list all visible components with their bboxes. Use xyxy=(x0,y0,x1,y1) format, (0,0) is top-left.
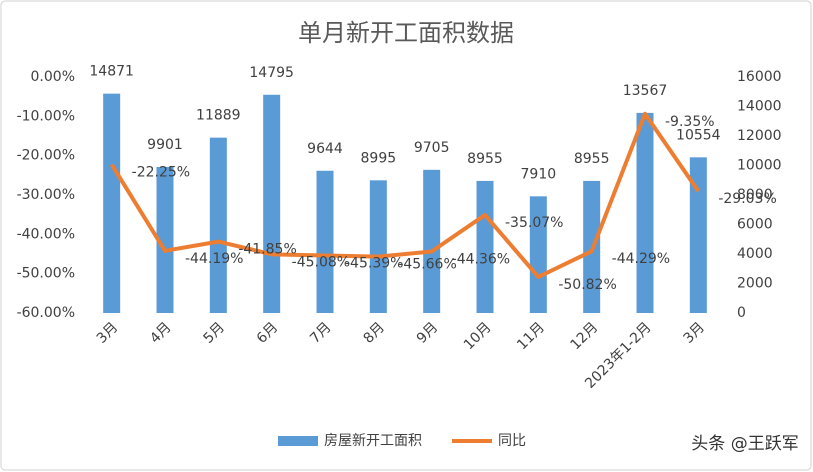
y-tick-label: 0.00% xyxy=(31,69,75,85)
y-tick-label: -10.00% xyxy=(17,108,75,124)
bar-value-label: 9705 xyxy=(414,140,450,156)
line-value-label: -22.25% xyxy=(132,165,190,181)
bar-value-label: 7910 xyxy=(521,166,557,182)
bar-value-label: 8955 xyxy=(574,151,610,167)
line xyxy=(109,111,700,279)
bar-value-label: 10554 xyxy=(676,127,721,143)
bar-value-label: 9901 xyxy=(147,137,183,153)
y2-tick-label: 14000 xyxy=(737,99,782,115)
bar xyxy=(263,94,281,314)
y2-tick-label: 12000 xyxy=(737,128,782,144)
y-tick-label: -40.00% xyxy=(17,226,75,242)
bar-value-label: 14871 xyxy=(89,64,134,80)
bar xyxy=(529,196,547,313)
y-tick-label: -50.00% xyxy=(17,266,75,282)
line-value-label: -29.03% xyxy=(718,191,776,207)
y2-tick-label: 8000 xyxy=(737,187,773,203)
line-value-label: -44.19% xyxy=(185,251,243,267)
bar xyxy=(689,157,707,313)
line-value-label: -45.39% xyxy=(345,256,403,272)
chart-title: 单月新开工面积数据 xyxy=(298,19,514,47)
y-tick-label: -20.00% xyxy=(17,148,75,164)
bar-value-label: 13567 xyxy=(623,83,668,99)
line-value-label: -45.08% xyxy=(292,254,350,270)
bar xyxy=(423,169,441,313)
y-tick-label: -60.00% xyxy=(17,305,75,321)
y2-tick-label: 0 xyxy=(737,305,746,321)
line-value-label: -35.07% xyxy=(505,215,563,231)
y2-tick-label: 2000 xyxy=(737,276,773,292)
bar xyxy=(156,166,174,313)
bar-value-label: 14795 xyxy=(249,65,294,81)
bar-value-label: 9644 xyxy=(307,141,343,157)
y2-tick-label: 4000 xyxy=(737,246,773,262)
bar-value-label: 8955 xyxy=(467,151,503,167)
bar xyxy=(209,137,227,313)
line-value-label: -44.36% xyxy=(452,251,510,267)
bar xyxy=(103,93,121,314)
legend-label: 房屋新开工面积 xyxy=(324,433,422,449)
line-value-label: -50.82% xyxy=(558,277,616,293)
bar xyxy=(476,180,494,313)
y2-tick-label: 6000 xyxy=(737,217,773,233)
bar xyxy=(369,180,387,313)
bar xyxy=(316,170,334,313)
line-value-label: -9.35% xyxy=(665,114,715,130)
legend-label: 同比 xyxy=(498,433,526,449)
line-value-label: -44.29% xyxy=(612,251,670,267)
bar xyxy=(636,112,654,313)
line-value-label: -45.66% xyxy=(398,257,456,273)
bar-value-label: 8995 xyxy=(361,150,397,166)
y2-tick-label: 10000 xyxy=(737,158,782,174)
legend-swatch xyxy=(278,436,318,446)
watermark: 头条 @王跃军 xyxy=(691,434,798,454)
y-tick-label: -30.00% xyxy=(17,187,75,203)
line-value-label: -41.85% xyxy=(238,242,296,258)
y2-tick-label: 16000 xyxy=(737,69,782,85)
bar-value-label: 11889 xyxy=(196,108,241,124)
